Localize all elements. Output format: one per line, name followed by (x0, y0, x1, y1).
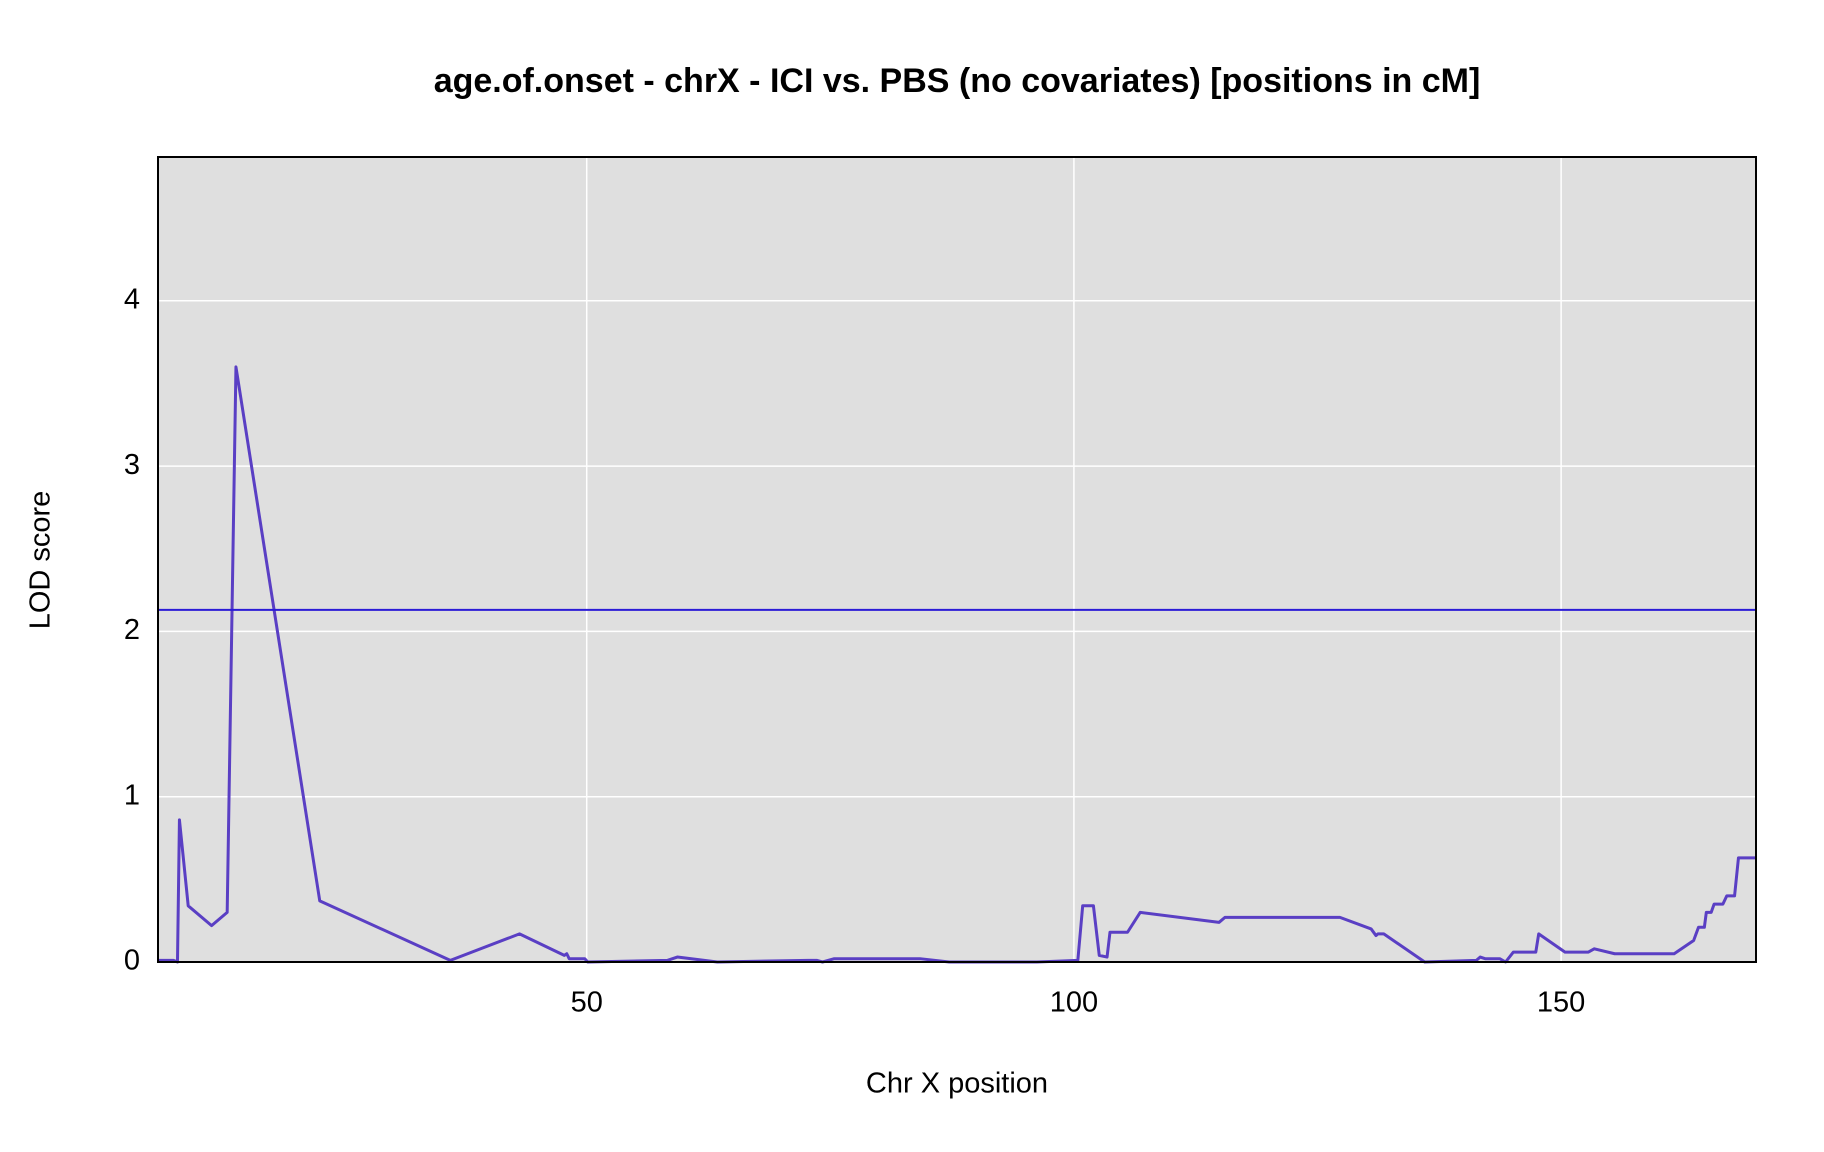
y-tick-label: 1 (124, 779, 140, 811)
y-axis-title: LOD score (25, 491, 57, 630)
x-tick-label: 100 (1050, 987, 1098, 1019)
x-axis-title: Chr X position (866, 1068, 1048, 1100)
y-tick-label: 0 (124, 945, 140, 977)
chart-title: age.of.onset - chrX - ICI vs. PBS (no co… (434, 62, 1481, 100)
plot-frame (157, 156, 1757, 963)
y-tick-label: 2 (124, 614, 140, 646)
x-tick-label: 150 (1537, 987, 1585, 1019)
y-tick-label: 3 (124, 449, 140, 481)
y-tick-label: 4 (124, 283, 140, 315)
plot-background (158, 157, 1756, 962)
x-tick-label: 50 (571, 987, 603, 1019)
lod-line (158, 365, 1756, 964)
